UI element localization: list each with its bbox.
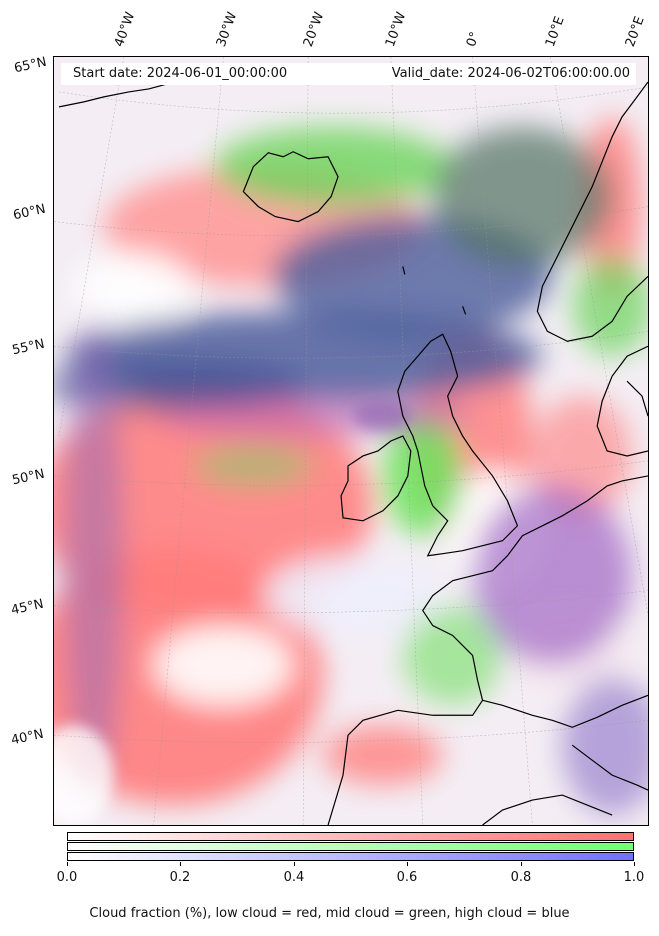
graticule — [54, 57, 648, 825]
colorbar-tick-mark — [407, 862, 408, 866]
cloud-fraction-map — [54, 57, 648, 825]
colorbar-tick-mark — [180, 862, 181, 866]
colorbar-tick-mark — [634, 862, 635, 866]
lon-label-40w: 40°W — [111, 10, 139, 49]
colorbar-mid-cloud — [67, 842, 634, 851]
map-header: Start date: 2024-06-01_00:00:00 Valid_da… — [61, 63, 636, 85]
coastlines — [58, 70, 648, 825]
lat-label-55n: 55°N — [10, 336, 46, 359]
ireland-outline — [340, 435, 412, 522]
lat-label-60n: 60°N — [11, 201, 47, 224]
colorbar-tick-label: 0.8 — [510, 870, 532, 885]
lat-label-40n: 40°N — [9, 726, 45, 749]
colorbar-tick-label: 1.0 — [623, 870, 645, 885]
lon-label-30w: 30°W — [213, 10, 241, 49]
colorbar-low-cloud — [67, 832, 634, 841]
colorbar-high-cloud — [67, 852, 634, 861]
colorbar-tick-mark — [67, 862, 68, 866]
colorbar-tick-mark — [294, 862, 295, 866]
norway-outline — [536, 81, 648, 342]
lat-label-50n: 50°N — [10, 466, 46, 489]
colorbar-tick-label: 0.0 — [56, 870, 78, 885]
start-date-label: Start date: 2024-06-01_00:00:00 — [73, 66, 288, 81]
colorbar-tick-label: 0.2 — [169, 870, 191, 885]
great-britain-outline — [397, 333, 519, 557]
europe-coast — [327, 475, 648, 825]
lon-label-20e: 20°E — [622, 14, 648, 50]
iceland-outline — [242, 151, 339, 223]
lon-label-10w: 10°W — [382, 10, 410, 49]
lon-label-0: 0° — [463, 29, 484, 49]
colorbar-tick-mark — [521, 862, 522, 866]
colorbar — [67, 832, 634, 861]
lon-label-10e: 10°E — [542, 14, 568, 50]
map-panel[interactable] — [53, 56, 649, 826]
lat-label-65n: 65°N — [12, 54, 48, 77]
colorbar-caption: Cloud fraction (%), low cloud = red, mid… — [89, 906, 570, 921]
cloud-field — [54, 116, 648, 816]
lat-label-45n: 45°N — [9, 596, 45, 619]
colorbar-tick-label: 0.4 — [283, 870, 305, 885]
colorbar-tick-label: 0.6 — [396, 870, 418, 885]
valid-date-label: Valid_date: 2024-06-02T06:00:00.00 — [391, 66, 630, 81]
lon-label-20w: 20°W — [300, 10, 328, 49]
